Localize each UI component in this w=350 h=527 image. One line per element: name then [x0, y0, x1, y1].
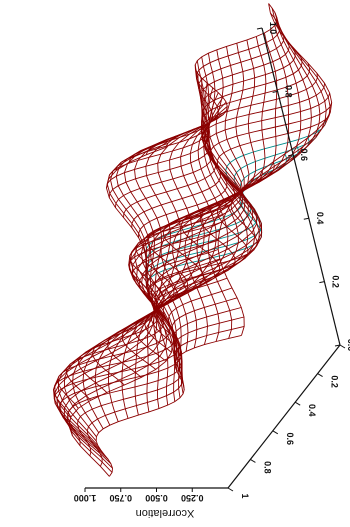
surface-row-line — [145, 12, 280, 155]
bottom-tick-mark — [272, 430, 279, 435]
z-tick-label: 1.000 — [74, 493, 97, 503]
bottom-tick-label: 0.4 — [307, 404, 317, 417]
surface-col-line — [82, 106, 229, 430]
surface-col-line — [72, 110, 227, 433]
right-tick-label: 0.2 — [330, 275, 340, 288]
bottom-tick-mark — [250, 458, 256, 463]
surface-col-line — [57, 117, 219, 442]
right-tick-mark — [334, 344, 341, 347]
bottom-axis-ticks: 0.00.20.40.60.81 — [227, 344, 346, 499]
surface-col-line — [134, 87, 260, 416]
surface-col-line — [53, 128, 195, 455]
right-tick-mark — [288, 154, 294, 157]
bottom-tick-mark — [317, 373, 323, 378]
right-tick-label: 1.0 — [268, 22, 278, 35]
right-axis-ticks: 0.0 0.2 0.4 0.6 0.8 1.0 — [256, 22, 350, 352]
surface-col-line — [207, 7, 331, 339]
right-axis-line — [261, 27, 341, 346]
right-tick-label: 0.4 — [315, 212, 325, 225]
surface-col-line — [172, 21, 312, 348]
surface-col-line — [94, 101, 239, 426]
right-tick-mark — [319, 281, 325, 284]
surface-col-line — [129, 39, 257, 368]
surface-col-line — [63, 114, 224, 437]
surface-col-line — [196, 12, 327, 342]
surface-col-line — [146, 82, 262, 412]
surface-col-line — [54, 121, 212, 446]
z-axis-title: Xcorrelation — [136, 507, 195, 519]
bottom-tick-label: 1 — [240, 493, 250, 498]
bottom-tick-label: 0.6 — [285, 433, 295, 446]
surface-row-line — [165, 3, 278, 148]
z-tick-label: 0.500 — [145, 493, 168, 503]
bottom-tick-mark — [294, 401, 301, 406]
right-tick-label: 0.0 — [346, 339, 350, 352]
bottom-tick-mark — [227, 487, 234, 492]
z-axis-ticks: 0.250 0.500 0.750 1.000 — [74, 488, 204, 503]
surface-col-line — [66, 142, 169, 473]
surface-col-line — [153, 78, 263, 409]
z-tick-label: 0.250 — [181, 493, 204, 503]
right-tick-mark — [303, 217, 309, 220]
surface-col-line — [155, 73, 261, 406]
surface-col-line — [217, 3, 333, 336]
bottom-tick-mark — [339, 344, 346, 349]
right-tick-mark — [272, 90, 278, 93]
right-tick-mark — [256, 27, 263, 30]
bottom-tick-label: 0.2 — [330, 375, 340, 388]
bottom-tick-label: 0.8 — [262, 461, 272, 474]
right-tick-label: 0.6 — [299, 149, 309, 162]
surface-col-line — [140, 32, 278, 360]
z-tick-label: 0.750 — [109, 493, 132, 503]
surface-col-line — [160, 25, 302, 352]
wireframe-surface — [53, 3, 333, 477]
surface-col-line — [184, 16, 321, 345]
surface-col-line — [151, 64, 253, 398]
right-tick-label: 0.8 — [284, 85, 294, 98]
bottom-axis-line — [227, 344, 341, 489]
surface-col-line — [53, 124, 204, 451]
